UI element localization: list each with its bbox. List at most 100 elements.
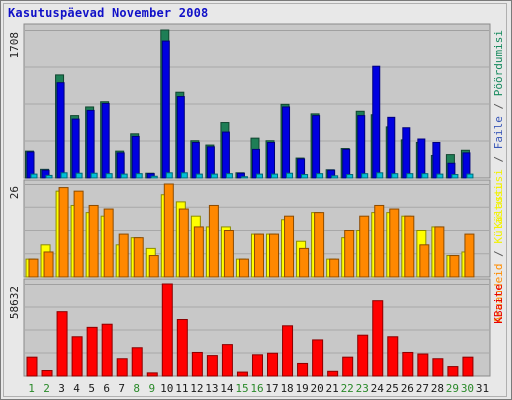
bar-mid-Aruandeid-7 (118, 233, 129, 278)
bar-bot-KBaite-10 (161, 283, 173, 377)
bar-top-Faile-20 (312, 115, 321, 179)
x-tick-label-6: 6 (103, 382, 110, 395)
legend-entry: Faile (492, 116, 505, 149)
bar-bot-KBaite-4 (71, 336, 83, 377)
bar-top-Faile-25 (387, 116, 396, 179)
bar-top-Külastusi-16 (255, 173, 263, 179)
x-tick-label-31: 31 (476, 382, 489, 395)
bar-bot-KBaite-20 (312, 339, 324, 377)
bar-top-Külastusi-1 (30, 173, 38, 179)
x-tick-label-23: 23 (356, 382, 369, 395)
x-tick-label-28: 28 (431, 382, 444, 395)
x-tick-label-15: 15 (235, 382, 248, 395)
bar-mid-Aruandeid-16 (253, 233, 264, 278)
x-tick-label-25: 25 (386, 382, 399, 395)
bar-mid-Aruandeid-1 (28, 258, 39, 278)
x-tick-label-10: 10 (160, 382, 173, 395)
bar-mid-Aruandeid-14 (223, 230, 234, 278)
bar-bot-KBaite-24 (372, 300, 384, 377)
bar-top-Faile-23 (357, 115, 366, 179)
bar-top-Külastusi-30 (466, 173, 474, 179)
bar-bot-KBaite-17 (267, 352, 279, 377)
bar-bot-KBaite-30 (462, 356, 474, 377)
x-tick-label-18: 18 (280, 382, 293, 395)
bar-top-Külastusi-20 (316, 173, 324, 179)
bar-top-Külastusi-22 (346, 174, 354, 179)
bar-top-Külastusi-23 (361, 173, 369, 179)
x-tick-label-17: 17 (265, 382, 278, 395)
panel-bot-legend: KBaite (492, 284, 505, 324)
bar-bot-KBaite-28 (432, 358, 444, 377)
x-tick-label-7: 7 (118, 382, 125, 395)
x-tick-label-2: 2 (43, 382, 50, 395)
bar-top-Faile-24 (372, 65, 381, 179)
x-tick-label-13: 13 (205, 382, 218, 395)
x-tick-label-27: 27 (416, 382, 429, 395)
legend-entry: Aruandeid (492, 263, 505, 323)
x-tick-label-21: 21 (326, 382, 339, 395)
bar-top-Külastusi-29 (451, 174, 459, 179)
bar-mid-Aruandeid-11 (178, 208, 189, 278)
bar-top-Faile-5 (86, 109, 95, 179)
bar-top-Faile-8 (131, 135, 140, 179)
x-tick-label-24: 24 (371, 382, 385, 395)
bar-bot-KBaite-15 (236, 371, 248, 377)
bar-top-Külastusi-27 (421, 173, 429, 179)
bar-bot-KBaite-22 (342, 356, 354, 377)
bar-mid-Aruandeid-23 (359, 215, 370, 278)
bar-mid-Aruandeid-6 (103, 208, 114, 278)
bar-bot-KBaite-21 (327, 370, 339, 377)
legend-entry: KBaite (492, 284, 505, 324)
bar-mid-Aruandeid-13 (208, 204, 219, 278)
bar-top-Faile-11 (176, 96, 185, 179)
bar-mid-Aruandeid-25 (389, 208, 400, 278)
bar-top-Faile-13 (206, 146, 215, 179)
bar-top-Külastusi-6 (105, 173, 113, 179)
bar-bot-KBaite-19 (297, 362, 309, 377)
bar-top-Külastusi-15 (240, 176, 248, 179)
bar-top-Faile-22 (342, 148, 351, 179)
bar-bot-KBaite-23 (357, 334, 369, 377)
bar-bot-KBaite-25 (387, 336, 399, 377)
bar-top-Külastusi-7 (120, 173, 128, 179)
panel-bot-max-label: 58632 (8, 286, 21, 319)
bar-mid-Aruandeid-5 (88, 204, 99, 278)
bar-top-Külastusi-17 (271, 173, 279, 179)
x-tick-label-5: 5 (88, 382, 95, 395)
bar-mid-Aruandeid-17 (269, 233, 280, 278)
bar-top-Faile-3 (56, 82, 65, 179)
bar-bot-KBaite-29 (447, 366, 459, 377)
legend-entry: Külastusi (492, 169, 505, 229)
bar-mid-Aruandeid-27 (419, 244, 430, 278)
x-tick-label-12: 12 (190, 382, 203, 395)
x-tick-label-3: 3 (58, 382, 65, 395)
bar-bot-KBaite-6 (101, 323, 113, 377)
bar-top-Külastusi-2 (45, 174, 53, 179)
panel-top-legend: Külastusi / Faile / Pöördumisi (492, 30, 505, 229)
bar-bot-KBaite-18 (282, 325, 294, 377)
bar-top-Faile-4 (71, 118, 80, 179)
x-tick-label-16: 16 (250, 382, 263, 395)
bar-mid-Aruandeid-2 (43, 251, 54, 278)
bar-mid-Aruandeid-15 (238, 258, 249, 278)
bar-top-Faile-14 (221, 131, 230, 179)
bar-top-Faile-18 (282, 106, 291, 179)
bar-bot-KBaite-26 (402, 351, 414, 377)
bar-bot-KBaite-27 (417, 353, 429, 377)
bar-top-Külastusi-21 (331, 175, 339, 179)
bar-mid-Aruandeid-28 (434, 226, 445, 278)
x-tick-label-19: 19 (295, 382, 308, 395)
bar-top-Külastusi-10 (165, 172, 173, 179)
bar-top-Külastusi-12 (195, 173, 203, 179)
chart-title: Kasutuspäevad November 2008 (8, 6, 209, 20)
bar-top-Faile-6 (101, 102, 110, 179)
bar-top-Faile-27 (417, 138, 426, 179)
bar-top-Külastusi-25 (391, 173, 399, 179)
bar-bot-KBaite-12 (191, 351, 203, 377)
bar-top-Külastusi-8 (135, 173, 143, 179)
x-tick-label-14: 14 (220, 382, 234, 395)
x-tick-label-30: 30 (461, 382, 474, 395)
bar-mid-Aruandeid-8 (133, 237, 144, 278)
bar-mid-Aruandeid-4 (73, 190, 84, 278)
